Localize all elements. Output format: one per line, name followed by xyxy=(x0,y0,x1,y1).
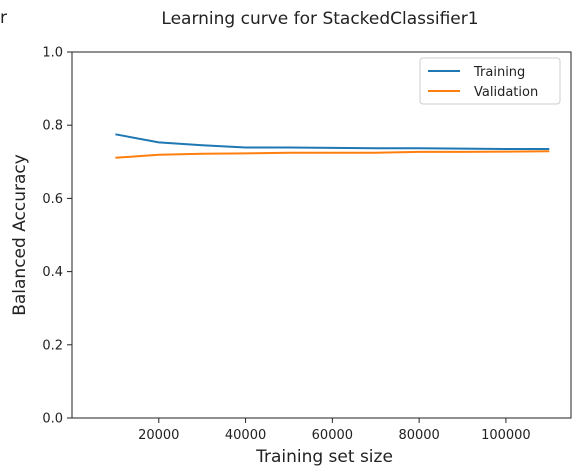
chart-title: Learning curve for StackedClassifier1 xyxy=(161,9,478,29)
legend-label-training: Training xyxy=(473,65,525,80)
x-tick-label: 40000 xyxy=(225,428,266,443)
plot-frame xyxy=(71,51,572,419)
x-tick-label: 60000 xyxy=(312,428,353,443)
y-axis-label: Balanced Accuracy xyxy=(10,154,30,316)
legend-label-validation: Validation xyxy=(474,85,538,100)
series-line-training xyxy=(115,133,550,150)
legend-box xyxy=(419,57,561,105)
x-tick-label: 20000 xyxy=(138,428,179,443)
clipped-title-fragment: r xyxy=(0,8,7,28)
x-tick-label: 80000 xyxy=(398,428,439,443)
x-tick-label: 100000 xyxy=(481,428,531,443)
y-tick-label: 0.4 xyxy=(42,265,63,280)
series-line-validation xyxy=(115,150,550,159)
x-axis-label: Training set size xyxy=(255,447,393,467)
y-tick-label: 0.2 xyxy=(42,338,63,353)
y-tick-label: 0.6 xyxy=(42,192,63,207)
y-tick-label: 0.0 xyxy=(42,412,63,427)
y-tick-label: 0.8 xyxy=(42,119,63,134)
y-tick-label: 1.0 xyxy=(42,46,63,61)
